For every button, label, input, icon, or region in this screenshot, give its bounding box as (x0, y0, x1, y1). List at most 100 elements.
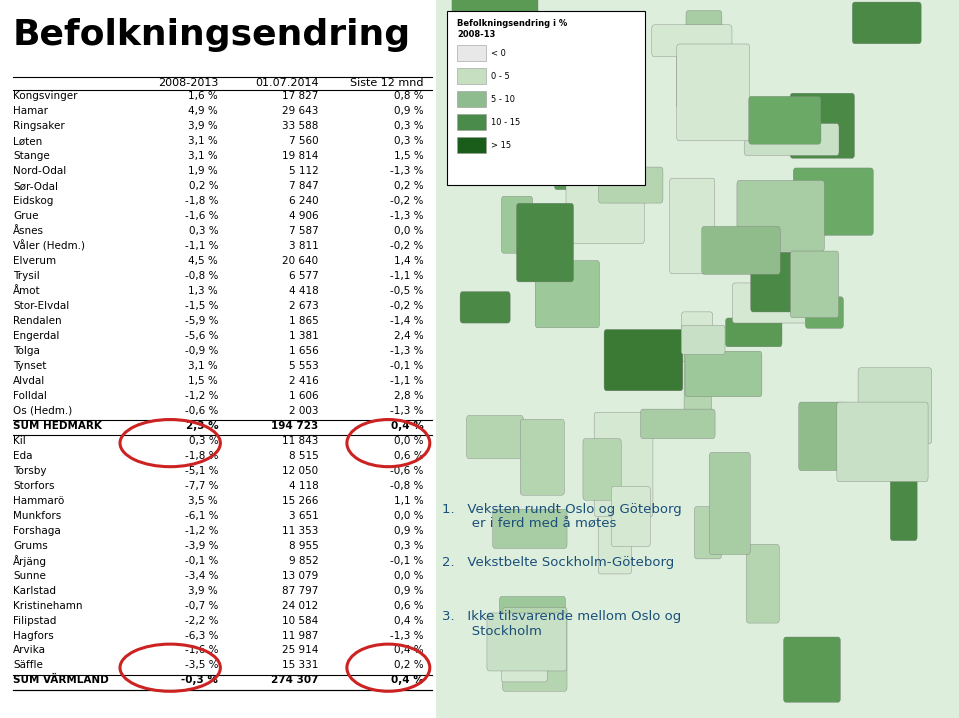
Text: -0,9 %: -0,9 % (185, 346, 219, 356)
FancyBboxPatch shape (726, 318, 782, 347)
Text: -0,1 %: -0,1 % (185, 556, 219, 566)
Text: 2,3 %: 2,3 % (185, 421, 219, 431)
Text: 0,6 %: 0,6 % (393, 600, 423, 610)
Text: Folldal: Folldal (13, 391, 47, 401)
FancyBboxPatch shape (460, 292, 510, 323)
Text: 8 515: 8 515 (289, 451, 318, 461)
Text: -0,6 %: -0,6 % (185, 406, 219, 416)
Text: Tolga: Tolga (13, 346, 40, 356)
FancyBboxPatch shape (611, 486, 650, 546)
FancyBboxPatch shape (466, 416, 524, 459)
Text: 3,5 %: 3,5 % (188, 495, 219, 505)
Text: 1 606: 1 606 (289, 391, 318, 401)
FancyBboxPatch shape (598, 507, 632, 574)
FancyBboxPatch shape (520, 419, 565, 495)
FancyBboxPatch shape (493, 509, 567, 549)
Text: 0,4 %: 0,4 % (393, 615, 423, 625)
Text: 12 050: 12 050 (282, 466, 318, 476)
Text: 194 723: 194 723 (271, 421, 318, 431)
Text: 2 416: 2 416 (289, 376, 318, 386)
Text: Grums: Grums (13, 541, 48, 551)
Text: 0,0 %: 0,0 % (394, 436, 423, 446)
FancyBboxPatch shape (685, 351, 761, 397)
Text: 6 577: 6 577 (289, 271, 318, 281)
Text: -2,2 %: -2,2 % (185, 615, 219, 625)
FancyBboxPatch shape (535, 261, 599, 327)
Text: 6 240: 6 240 (289, 196, 318, 206)
Text: 0,0 %: 0,0 % (394, 226, 423, 236)
Text: 1 381: 1 381 (289, 331, 318, 341)
Text: -0,1 %: -0,1 % (390, 361, 423, 371)
FancyBboxPatch shape (452, 0, 538, 26)
Text: 0,2 %: 0,2 % (393, 182, 423, 191)
FancyBboxPatch shape (566, 163, 644, 244)
FancyBboxPatch shape (669, 178, 714, 274)
Text: 5 112: 5 112 (289, 167, 318, 177)
Text: -0,2 %: -0,2 % (390, 241, 423, 251)
FancyBboxPatch shape (502, 633, 548, 682)
FancyBboxPatch shape (733, 283, 822, 323)
FancyBboxPatch shape (793, 168, 874, 236)
Text: 0,3 %: 0,3 % (393, 136, 423, 146)
Text: Befolkningsendring: Befolkningsendring (13, 18, 411, 52)
Text: 3,1 %: 3,1 % (188, 361, 219, 371)
FancyBboxPatch shape (483, 133, 535, 176)
Text: Filipstad: Filipstad (13, 615, 57, 625)
Text: -1,5 %: -1,5 % (185, 301, 219, 311)
Text: -1,1 %: -1,1 % (389, 376, 423, 386)
FancyBboxPatch shape (684, 336, 712, 419)
Text: Storfors: Storfors (13, 481, 55, 491)
FancyBboxPatch shape (686, 11, 722, 80)
Text: 3,9 %: 3,9 % (188, 586, 219, 596)
Text: 4,5 %: 4,5 % (188, 256, 219, 266)
Text: -1,3 %: -1,3 % (389, 346, 423, 356)
Text: Løten: Løten (13, 136, 42, 146)
Text: -3,5 %: -3,5 % (185, 661, 219, 671)
Bar (457, 45, 486, 61)
Text: 8 955: 8 955 (289, 541, 318, 551)
FancyBboxPatch shape (790, 93, 854, 158)
Text: -7,7 %: -7,7 % (185, 481, 219, 491)
Bar (457, 114, 486, 130)
Text: 1,4 %: 1,4 % (393, 256, 423, 266)
FancyBboxPatch shape (694, 506, 721, 559)
Text: 15 331: 15 331 (282, 661, 318, 671)
Text: -1,8 %: -1,8 % (185, 451, 219, 461)
Text: Våler (Hedm.): Våler (Hedm.) (13, 241, 85, 252)
Text: Hammarö: Hammarö (13, 495, 64, 505)
Text: 4,9 %: 4,9 % (188, 106, 219, 116)
Text: Säffle: Säffle (13, 661, 43, 671)
FancyBboxPatch shape (531, 72, 587, 146)
Text: 1,9 %: 1,9 % (188, 167, 219, 177)
FancyBboxPatch shape (737, 180, 825, 251)
FancyBboxPatch shape (554, 94, 599, 190)
FancyBboxPatch shape (702, 226, 781, 274)
FancyBboxPatch shape (517, 203, 573, 282)
Text: 0,8 %: 0,8 % (393, 91, 423, 101)
Text: Rendalen: Rendalen (13, 316, 61, 326)
Text: Hamar: Hamar (13, 106, 48, 116)
FancyBboxPatch shape (890, 447, 917, 541)
FancyBboxPatch shape (652, 25, 732, 57)
Text: Stange: Stange (13, 151, 50, 162)
Text: 3 811: 3 811 (289, 241, 318, 251)
FancyBboxPatch shape (676, 49, 727, 108)
Text: 0,6 %: 0,6 % (393, 451, 423, 461)
Text: 11 987: 11 987 (282, 630, 318, 640)
FancyBboxPatch shape (853, 2, 922, 44)
Text: SUM VÄRMLAND: SUM VÄRMLAND (13, 676, 108, 686)
Text: Åsnes: Åsnes (13, 226, 44, 236)
Bar (457, 137, 486, 153)
Text: 0,3 %: 0,3 % (189, 226, 219, 236)
Text: -1,3 %: -1,3 % (389, 406, 423, 416)
FancyBboxPatch shape (710, 452, 750, 554)
Text: -1,4 %: -1,4 % (389, 316, 423, 326)
Text: 15 266: 15 266 (282, 495, 318, 505)
Text: 1,3 %: 1,3 % (188, 286, 219, 296)
FancyBboxPatch shape (469, 84, 527, 169)
FancyBboxPatch shape (566, 16, 608, 80)
Text: 7 560: 7 560 (289, 136, 318, 146)
Text: -0,6 %: -0,6 % (390, 466, 423, 476)
FancyBboxPatch shape (558, 42, 599, 93)
Text: 0,3 %: 0,3 % (189, 436, 219, 446)
